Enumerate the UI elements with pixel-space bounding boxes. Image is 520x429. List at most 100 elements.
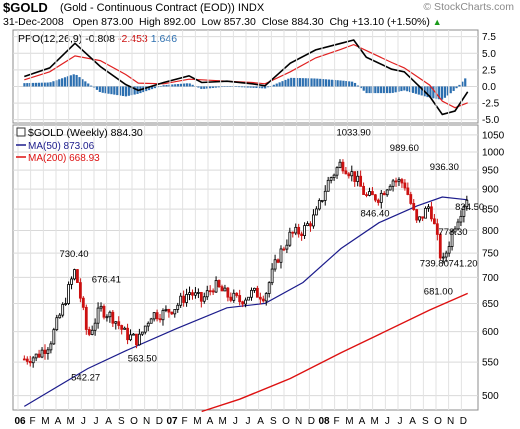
ppo-histogram-bar <box>287 78 290 87</box>
x-tick-label: N <box>447 416 454 427</box>
candle-body <box>46 349 50 354</box>
x-tick-label: S <box>422 416 429 427</box>
price-legend-swatch <box>16 127 26 137</box>
ppo-histogram-bar <box>255 86 258 89</box>
x-tick-label: A <box>207 416 214 427</box>
candle-body <box>356 175 360 182</box>
candle-body <box>232 292 236 301</box>
ppo-histogram-bar <box>171 84 174 87</box>
ppo-signal-line <box>24 43 468 109</box>
ppo-histogram-bar <box>438 86 441 100</box>
candle-body <box>424 207 427 219</box>
candle-body <box>137 333 141 346</box>
ppo-histogram-bar <box>348 81 351 87</box>
quote-info-bar: 31-Dec-2008 Open 873.00 High 892.00 Low … <box>3 16 442 28</box>
x-tick-label: 08 <box>318 416 330 427</box>
ppo-histogram-bar <box>446 86 449 96</box>
ppo-histogram-bar <box>69 75 72 87</box>
x-tick-label: A <box>257 416 264 427</box>
candle-body <box>453 228 457 233</box>
candle-body <box>64 303 68 305</box>
ppo-histogram-bar <box>162 85 165 87</box>
candle-body <box>31 357 35 364</box>
price-annotation: 936.30 <box>430 162 459 173</box>
price-tick-label: 750 <box>482 249 499 260</box>
ppo-histogram-bar <box>394 86 397 93</box>
candle-body <box>205 290 209 298</box>
candle-body <box>373 194 377 201</box>
price-tick-label: 1000 <box>482 148 505 159</box>
candle-body <box>362 185 365 195</box>
x-tick-label: M <box>370 416 378 427</box>
candle-body <box>182 295 186 303</box>
candle-body <box>84 306 88 330</box>
x-tick-label: S <box>270 416 277 427</box>
candle-body <box>255 287 259 298</box>
price-annotation: 730.40 <box>59 249 88 260</box>
symbol-title: $GOLD <box>3 0 48 15</box>
ppo-histogram-bar <box>403 86 406 91</box>
candle-body <box>323 190 327 201</box>
candle-body <box>55 317 59 331</box>
ppo-histogram-bar <box>290 77 293 87</box>
candle-body <box>129 334 132 341</box>
candle-body <box>282 248 286 251</box>
candle-body <box>102 305 106 318</box>
candle-body <box>465 199 469 208</box>
ppo-hist-value: 1.646 <box>151 33 177 45</box>
x-tick-label: M <box>193 416 201 427</box>
candle-body <box>326 179 330 192</box>
candle-body <box>111 311 115 324</box>
candle-body <box>58 314 62 319</box>
candle-body <box>114 321 118 324</box>
up-arrow-icon: ▲ <box>432 17 442 27</box>
ppo-histogram-bar <box>75 74 78 87</box>
candle-body <box>247 296 250 301</box>
candle-body <box>188 292 191 295</box>
ppo-histogram-bar <box>34 82 38 87</box>
ppo-histogram-bar <box>406 86 409 92</box>
ppo-histogram-bar <box>336 80 339 87</box>
candle-body <box>70 278 73 285</box>
candle-body <box>279 248 283 263</box>
candle-body <box>332 174 336 179</box>
price-tick-label: 950 <box>482 166 499 177</box>
ppo-histogram-bar <box>119 86 122 96</box>
ppo-histogram-bar <box>324 79 328 87</box>
ppo-histogram-bar <box>342 80 345 87</box>
close-label: Close <box>261 16 289 28</box>
ppo-histogram-bar <box>121 86 125 96</box>
candle-body <box>291 231 295 234</box>
ppo-histogram-bar <box>23 83 26 87</box>
ppo-tick-label: 0.0 <box>482 82 496 93</box>
candle-body <box>96 307 100 324</box>
candle-body <box>400 179 404 184</box>
ppo-histogram-bar <box>426 86 429 98</box>
ppo-histogram-bar <box>87 83 90 87</box>
x-tick-label: J <box>233 416 238 427</box>
ppo-histogram-bar <box>278 82 281 87</box>
ppo-histogram-bar <box>293 77 296 87</box>
ppo-histogram-bar <box>307 78 310 87</box>
ppo-histogram-bar <box>391 86 394 93</box>
ppo-histogram-bar <box>345 81 348 87</box>
ppo-histogram-bar <box>95 86 99 90</box>
candle-body <box>149 318 153 324</box>
candle-body <box>359 175 363 187</box>
candle-body <box>317 200 321 210</box>
ppo-histogram-bar <box>411 86 415 93</box>
ppo-histogram-bar <box>206 86 209 89</box>
candle-body <box>371 191 374 196</box>
ppo-histogram-bar <box>104 86 107 94</box>
ppo-tick-label: 7.5 <box>482 32 496 43</box>
ppo-histogram-bar <box>322 79 325 87</box>
x-tick-label: 07 <box>166 416 178 427</box>
ppo-histogram-bar <box>107 86 110 94</box>
ppo-histogram-bar <box>264 86 267 89</box>
candle-body <box>81 297 85 308</box>
candle-body <box>462 206 466 217</box>
ppo-histogram-bar <box>179 83 183 87</box>
ppo-histogram-bar <box>72 74 75 87</box>
x-tick-label: F <box>182 416 188 427</box>
price-annotation: 542.27 <box>71 373 100 384</box>
